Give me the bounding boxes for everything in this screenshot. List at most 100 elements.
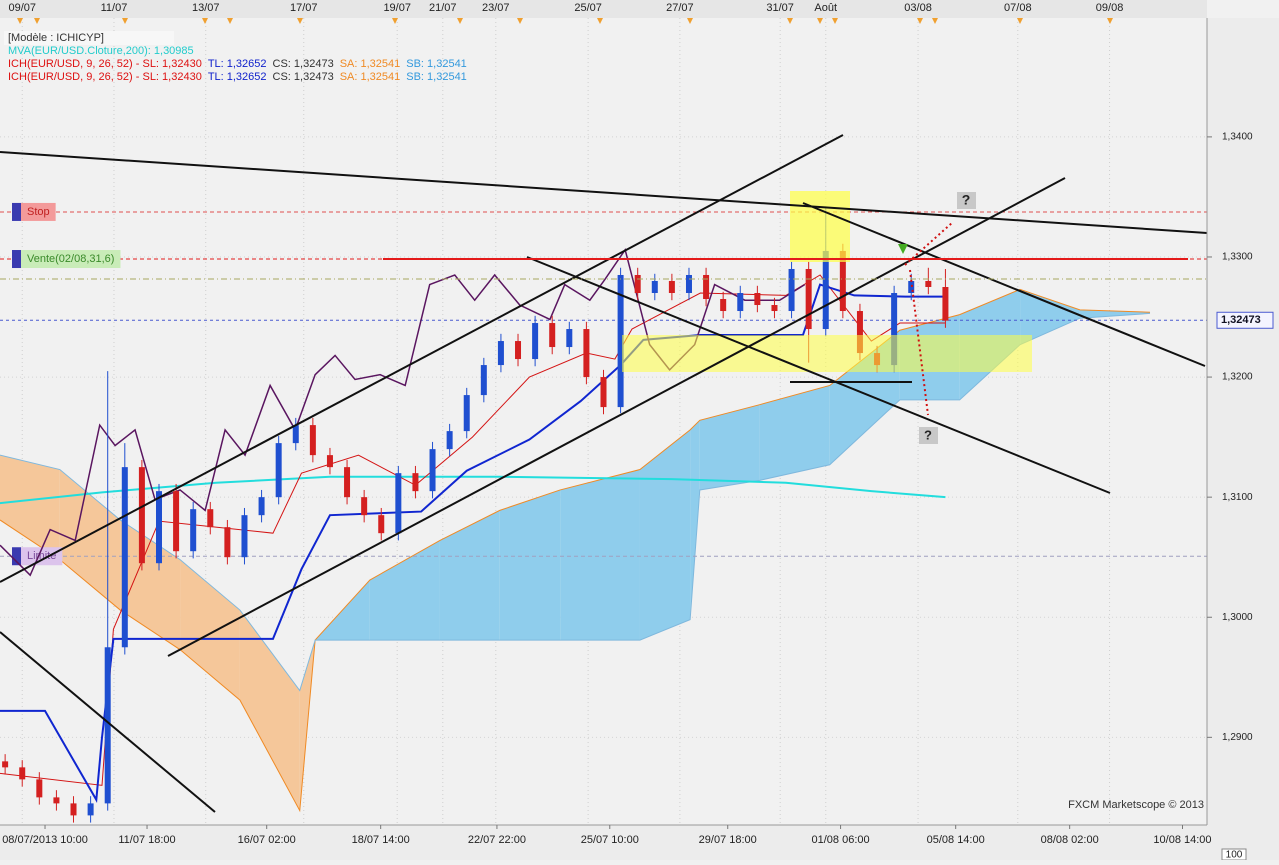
event-markers	[17, 18, 1113, 24]
candle-body	[771, 305, 778, 312]
cloud-segment	[180, 559, 240, 701]
event-marker	[517, 18, 523, 24]
candle-body	[275, 443, 282, 498]
candle-body	[908, 280, 915, 294]
event-marker	[932, 18, 938, 24]
legend-line: [Modèle : ICHICYP]	[8, 32, 104, 44]
x-tick-label: 11/07 18:00	[118, 834, 175, 846]
candle-body	[155, 491, 162, 564]
cloud-segment	[759, 385, 830, 481]
event-marker	[817, 18, 823, 24]
level-label: Limite	[27, 550, 56, 562]
event-marker	[687, 18, 693, 24]
x-tick-label: 16/07 02:00	[238, 834, 296, 846]
x2-tick-label: Août	[814, 2, 837, 14]
event-marker	[1107, 18, 1113, 24]
arrow	[898, 244, 908, 254]
level-label: Vente(02/08,31,6)	[27, 253, 114, 265]
legend-part: CS: 1,32473	[273, 58, 334, 70]
x-tick-label: 01/08 06:00	[812, 834, 870, 846]
cloud-segment	[690, 420, 700, 620]
cloud-line	[0, 312, 1151, 692]
candle-body	[446, 431, 453, 450]
legend-part: ICH(EUR/USD, 9, 26, 52) - SL: 1,32430	[8, 71, 202, 83]
level-label: Stop	[27, 206, 50, 218]
candle-body	[361, 497, 368, 516]
candle-body	[104, 647, 111, 804]
candle-body	[720, 299, 727, 312]
trend-line	[526, 256, 1111, 494]
candle-body	[942, 287, 949, 321]
candle-body	[70, 803, 77, 816]
trend-line	[0, 134, 844, 583]
candle-body	[224, 527, 231, 558]
y-tick-label: 1,3400	[1222, 132, 1253, 143]
candle-body	[856, 311, 863, 354]
candle-body	[668, 280, 675, 294]
cloud	[0, 288, 1151, 813]
level-handle	[12, 547, 21, 566]
candle-body	[258, 497, 265, 516]
candle-body	[395, 473, 402, 534]
event-marker	[1017, 18, 1023, 24]
annotation-box	[957, 192, 976, 209]
legend-part: SA: 1,32541	[340, 71, 401, 83]
candle-body	[429, 449, 436, 492]
x-tick-label: 22/07 22:00	[468, 834, 526, 846]
level-handle	[12, 202, 21, 221]
x-tick-label: 25/07 10:00	[581, 834, 639, 846]
level-label-bg	[21, 202, 56, 221]
event-marker	[34, 18, 40, 24]
candle-body	[412, 473, 419, 492]
cloud-line	[0, 288, 1151, 813]
level-handle	[12, 250, 21, 269]
y-tick-label: 1,3200	[1222, 372, 1253, 383]
trend-line	[167, 177, 1066, 657]
top-bar	[0, 0, 1207, 18]
candle-body	[241, 515, 248, 558]
x2-tick-label: 11/07	[101, 2, 128, 14]
y-tick-label: 1,3000	[1222, 612, 1253, 623]
candle-body	[480, 365, 487, 396]
legend-part: [Modèle : ICHICYP]	[8, 32, 104, 44]
y-tick-label: 1,2900	[1222, 732, 1253, 743]
candle-body	[497, 341, 504, 366]
x2-tick-label: 09/08	[1096, 2, 1124, 14]
legend-line: MVA(EUR/USD.Cloture,200): 1,30985	[8, 45, 194, 57]
candle-body	[925, 280, 932, 287]
legend-line: ICH(EUR/USD, 9, 26, 52) - SL: 1,32430 TL:…	[8, 71, 467, 83]
event-marker	[122, 18, 128, 24]
candle-body	[463, 395, 470, 432]
cloud-segment	[369, 540, 440, 641]
candle-body	[651, 280, 658, 294]
cloud-segment	[560, 469, 640, 641]
x2-tick-label: 07/08	[1004, 2, 1032, 14]
axes: 1,2900 1,3000 1,3100 1,3200 1,3300 1,3400 09/0…	[2, 2, 1274, 846]
watermark: FXCM Marketscope © 2013	[1068, 799, 1204, 811]
x2-tick-label: 03/08	[904, 2, 932, 14]
cloud-segment	[439, 510, 500, 641]
legend: [Modèle : ICHICYP]MVA(EUR/USD.Cloture,20…	[8, 32, 467, 83]
candle-body	[19, 767, 26, 780]
cloud-segment	[639, 429, 691, 641]
candle-body	[87, 803, 94, 816]
x2-tick-label: 21/07	[429, 2, 457, 14]
legend-part: SB: 1,32541	[406, 71, 467, 83]
x2-tick-label: 25/07	[574, 2, 602, 14]
candle-body	[292, 425, 299, 444]
candle-body	[121, 467, 128, 648]
event-marker	[17, 18, 23, 24]
price-label: 1,32473	[1221, 314, 1261, 326]
level-label-bg	[21, 547, 63, 566]
candle-body	[36, 779, 43, 798]
candle-body	[549, 323, 556, 348]
candle-body	[207, 509, 214, 528]
event-marker	[787, 18, 793, 24]
x-tick-label: 08/07/2013 10:00	[2, 834, 88, 846]
y-axis-panel	[1207, 18, 1279, 825]
candle-body	[53, 797, 60, 804]
event-marker	[227, 18, 233, 24]
